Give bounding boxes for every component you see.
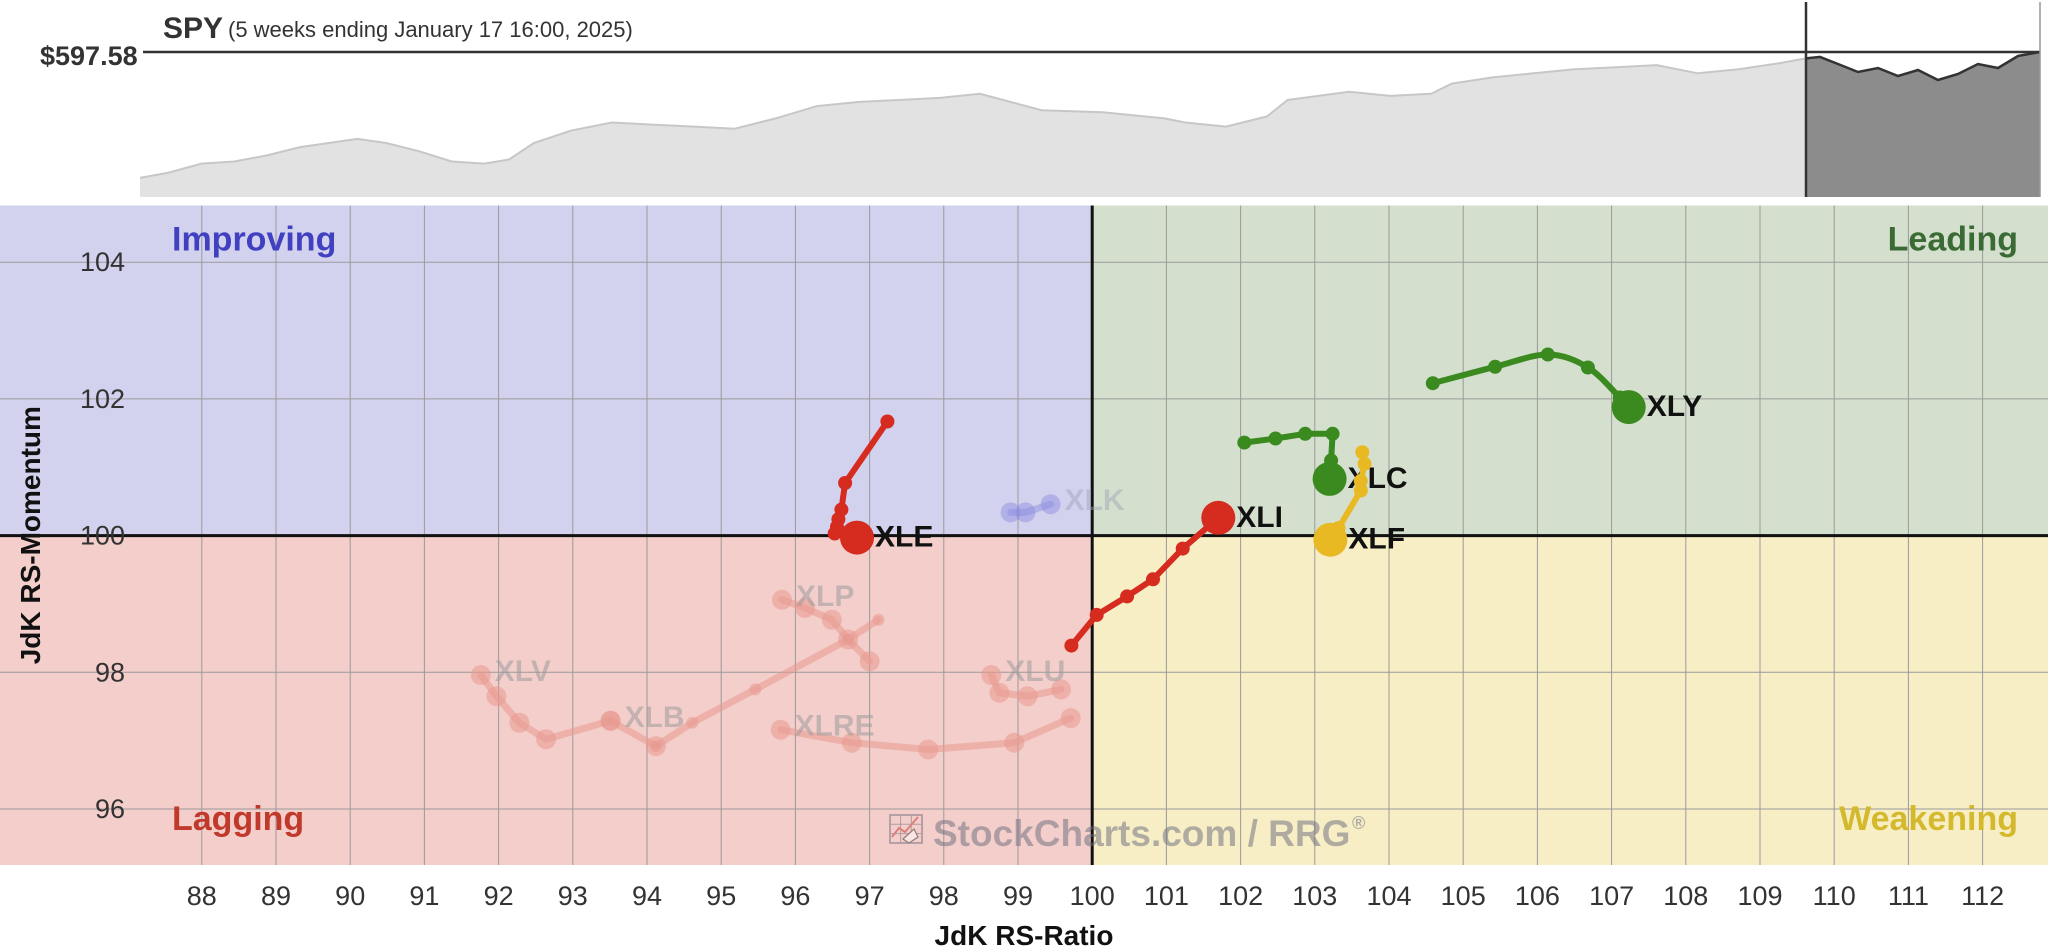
svg-text:89: 89 xyxy=(261,881,291,911)
svg-text:99: 99 xyxy=(1003,881,1033,911)
svg-text:XLK: XLK xyxy=(1065,484,1125,517)
svg-text:XLU: XLU xyxy=(1005,655,1065,688)
svg-text:102: 102 xyxy=(80,384,125,414)
svg-text:105: 105 xyxy=(1441,881,1486,911)
svg-text:90: 90 xyxy=(335,881,365,911)
svg-text:108: 108 xyxy=(1663,881,1708,911)
svg-text:XLY: XLY xyxy=(1647,390,1703,423)
svg-text:StockCharts.com / RRG: StockCharts.com / RRG xyxy=(933,813,1350,854)
svg-text:Weakening: Weakening xyxy=(1839,800,2018,838)
svg-text:96: 96 xyxy=(95,794,125,824)
svg-text:Improving: Improving xyxy=(172,221,336,259)
svg-text:104: 104 xyxy=(1366,881,1411,911)
svg-text:91: 91 xyxy=(409,881,439,911)
svg-text:98: 98 xyxy=(929,881,959,911)
svg-text:93: 93 xyxy=(558,881,588,911)
svg-text:100: 100 xyxy=(80,521,125,551)
svg-text:101: 101 xyxy=(1144,881,1189,911)
svg-text:XLB: XLB xyxy=(625,701,685,734)
svg-text:JdK RS-Ratio: JdK RS-Ratio xyxy=(935,920,1114,950)
svg-text:Lagging: Lagging xyxy=(172,800,304,838)
svg-text:XLRE: XLRE xyxy=(795,710,875,743)
svg-text:®: ® xyxy=(1352,813,1365,833)
svg-text:XLP: XLP xyxy=(796,580,854,613)
svg-text:95: 95 xyxy=(706,881,736,911)
svg-text:103: 103 xyxy=(1292,881,1337,911)
svg-text:XLV: XLV xyxy=(495,655,551,688)
svg-text:102: 102 xyxy=(1218,881,1263,911)
svg-text:98: 98 xyxy=(95,657,125,687)
svg-text:XLE: XLE xyxy=(875,521,933,554)
svg-text:JdK RS-Momentum: JdK RS-Momentum xyxy=(15,406,46,664)
svg-text:XLI: XLI xyxy=(1236,501,1283,534)
svg-text:110: 110 xyxy=(1813,881,1856,911)
svg-text:Leading: Leading xyxy=(1888,221,2018,259)
svg-text:107: 107 xyxy=(1589,881,1634,911)
svg-text:94: 94 xyxy=(632,881,662,911)
svg-text:92: 92 xyxy=(484,881,514,911)
svg-text:112: 112 xyxy=(1961,881,2004,911)
svg-text:100: 100 xyxy=(1070,881,1115,911)
svg-text:106: 106 xyxy=(1515,881,1560,911)
svg-text:96: 96 xyxy=(780,881,810,911)
svg-text:111: 111 xyxy=(1888,881,1929,911)
svg-text:97: 97 xyxy=(855,881,885,911)
svg-text:109: 109 xyxy=(1737,881,1782,911)
svg-text:88: 88 xyxy=(187,881,217,911)
svg-text:104: 104 xyxy=(80,247,125,277)
svg-text:XLF: XLF xyxy=(1348,523,1405,556)
